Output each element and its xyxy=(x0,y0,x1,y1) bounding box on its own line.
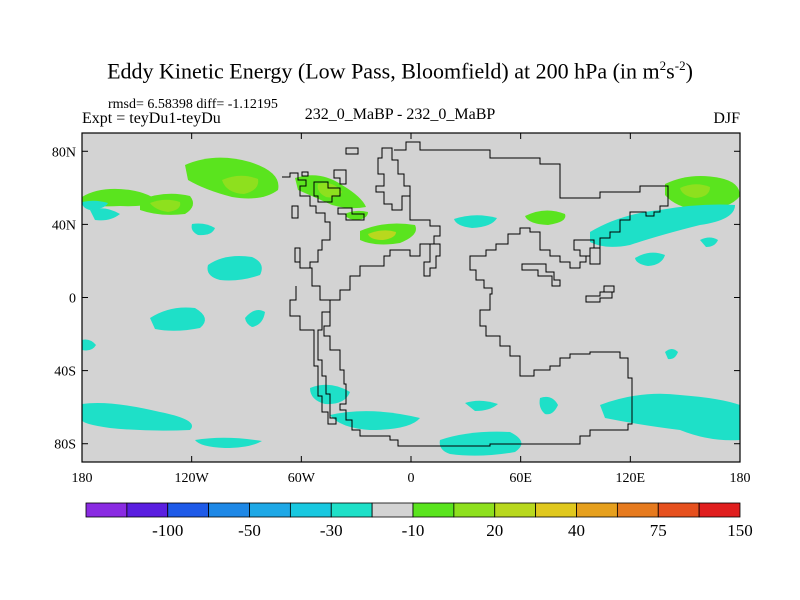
land-outline xyxy=(282,141,669,447)
anomaly-neg-15 xyxy=(465,400,498,411)
x-tick-label: 120W xyxy=(175,471,210,486)
contour-fills xyxy=(82,157,740,456)
y-tick-label: 80N xyxy=(52,145,76,160)
colorbar-label: -30 xyxy=(320,521,343,540)
colorbar-swatch xyxy=(616,502,659,518)
colorbar-label: -50 xyxy=(238,521,261,540)
colorbar-label: 150 xyxy=(727,521,753,540)
colorbar-swatch xyxy=(453,502,496,518)
colorbar-swatch xyxy=(126,502,169,518)
y-tick-label: 0 xyxy=(69,292,76,307)
colorbar-label: 20 xyxy=(486,521,503,540)
anomaly-neg-20 xyxy=(665,349,678,360)
anomaly-neg-7 xyxy=(454,215,497,228)
colorbar-label: -10 xyxy=(402,521,425,540)
anomaly-neg-3 xyxy=(191,223,215,236)
colorbar-swatch xyxy=(371,502,414,518)
anomaly-neg-10 xyxy=(700,237,718,247)
anomaly-neg-6 xyxy=(245,310,265,327)
colorbar-swatch xyxy=(412,502,455,518)
colorbar-swatch xyxy=(698,502,741,518)
anomaly-nw-pacific-core xyxy=(680,184,710,198)
colorbar-swatch xyxy=(576,502,618,518)
anomaly-neg-5 xyxy=(150,307,205,331)
anomaly-neg-1 xyxy=(82,200,108,210)
colorbar-swatch xyxy=(208,502,250,518)
anomaly-neg-9 xyxy=(635,252,665,266)
x-tick-label: 60W xyxy=(288,471,316,486)
colorbar-label: -100 xyxy=(152,521,183,540)
colorbar-swatch xyxy=(85,502,128,518)
y-tick-label: 80S xyxy=(54,438,76,453)
colorbar-swatch xyxy=(249,502,291,518)
y-tick-label: 40S xyxy=(54,365,76,380)
anomaly-neg-4 xyxy=(207,256,262,281)
anomaly-namerica-jet-core xyxy=(222,175,259,194)
colorbar-label: 40 xyxy=(568,521,585,540)
y-tick-label: 40N xyxy=(52,218,76,233)
x-tick-label: 60E xyxy=(509,471,532,486)
colorbar-swatch xyxy=(494,502,537,518)
anomaly-neg-11 xyxy=(82,339,96,351)
anomaly-neg-19 xyxy=(195,437,262,448)
x-tick-label: 180 xyxy=(730,471,751,486)
case-label: 232_0_MaBP - 232_0_MaBP xyxy=(304,106,496,123)
colorbar-swatch xyxy=(657,502,700,518)
anomaly-central-asia xyxy=(525,210,566,225)
colorbar: -100 -50 -30 -10 20 40 75 150 xyxy=(85,502,753,540)
anomaly-neg-8 xyxy=(590,204,735,247)
x-tick-label: 0 xyxy=(408,471,415,486)
anomaly-neg-16 xyxy=(539,396,558,415)
x-tick-label: 120E xyxy=(616,471,646,486)
rmsd-diff-label: rmsd= 6.58398 diff= -1.12195 xyxy=(108,97,278,112)
anomaly-neg-18 xyxy=(600,393,740,441)
season-label: DJF xyxy=(713,110,740,127)
chart-title: Eddy Kinetic Energy (Low Pass, Bloomfiel… xyxy=(107,58,693,84)
anomaly-npacific-mid-core xyxy=(150,199,181,212)
x-tick-label: 180 xyxy=(72,471,93,486)
colorbar-swatch xyxy=(535,502,577,518)
colorbar-label: 75 xyxy=(650,521,667,540)
axes: 180 120W 60W 0 60E 120E 180 80S 40S 0 40N 80N xyxy=(52,133,751,486)
experiment-label: Expt = teyDu1-teyDu xyxy=(82,110,221,127)
colorbar-swatch xyxy=(289,502,332,518)
colorbar-swatch xyxy=(167,502,210,518)
anomaly-mediterranean-core xyxy=(368,230,396,240)
colorbar-swatch xyxy=(330,502,373,518)
anomaly-neg-17 xyxy=(439,431,522,456)
anomaly-africa-small xyxy=(345,210,368,220)
anomaly-neg-2 xyxy=(90,208,120,221)
anomaly-natlantic-core xyxy=(317,183,342,198)
anomaly-neg-12 xyxy=(82,403,192,431)
